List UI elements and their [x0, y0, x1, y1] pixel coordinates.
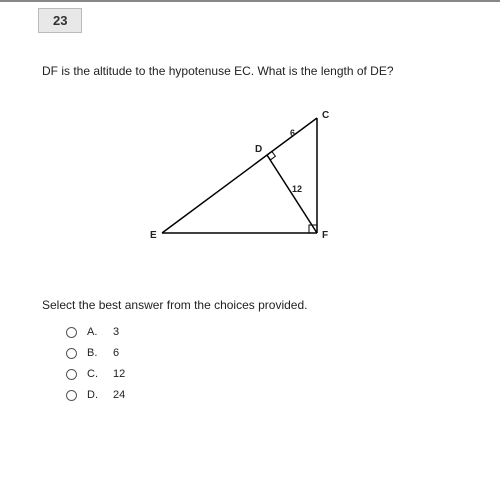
- measurement-df: 12: [292, 184, 302, 194]
- choice-letter: A.: [87, 326, 107, 338]
- choice-value: 6: [113, 347, 119, 359]
- choice-letter: B.: [87, 347, 107, 359]
- question-prompt: DF is the altitude to the hypotenuse EC.…: [42, 64, 480, 78]
- choice-c[interactable]: C. 12: [66, 368, 480, 380]
- radio-icon: [66, 369, 77, 380]
- content-area: DF is the altitude to the hypotenuse EC.…: [0, 2, 500, 401]
- choice-value: 12: [113, 368, 125, 380]
- triangle-svg: [152, 108, 352, 248]
- vertex-label-c: C: [322, 110, 329, 121]
- choice-a[interactable]: A. 3: [66, 326, 480, 338]
- choice-letter: C.: [87, 368, 107, 380]
- radio-icon: [66, 348, 77, 359]
- vertex-label-f: F: [322, 230, 328, 241]
- choice-letter: D.: [87, 389, 107, 401]
- question-page: 23 DF is the altitude to the hypotenuse …: [0, 0, 500, 500]
- measurement-dc: 6: [290, 128, 295, 138]
- choice-value: 3: [113, 326, 119, 338]
- question-number-badge: 23: [38, 8, 82, 33]
- choice-b[interactable]: B. 6: [66, 347, 480, 359]
- triangle-figure: C D E F 6 12: [152, 108, 352, 248]
- radio-icon: [66, 327, 77, 338]
- choice-d[interactable]: D. 24: [66, 389, 480, 401]
- choice-value: 24: [113, 389, 125, 401]
- choices-list: A. 3 B. 6 C. 12 D. 24: [66, 326, 480, 401]
- answer-instruction: Select the best answer from the choices …: [42, 298, 480, 312]
- radio-icon: [66, 390, 77, 401]
- vertex-label-e: E: [150, 230, 157, 241]
- vertex-label-d: D: [255, 144, 262, 155]
